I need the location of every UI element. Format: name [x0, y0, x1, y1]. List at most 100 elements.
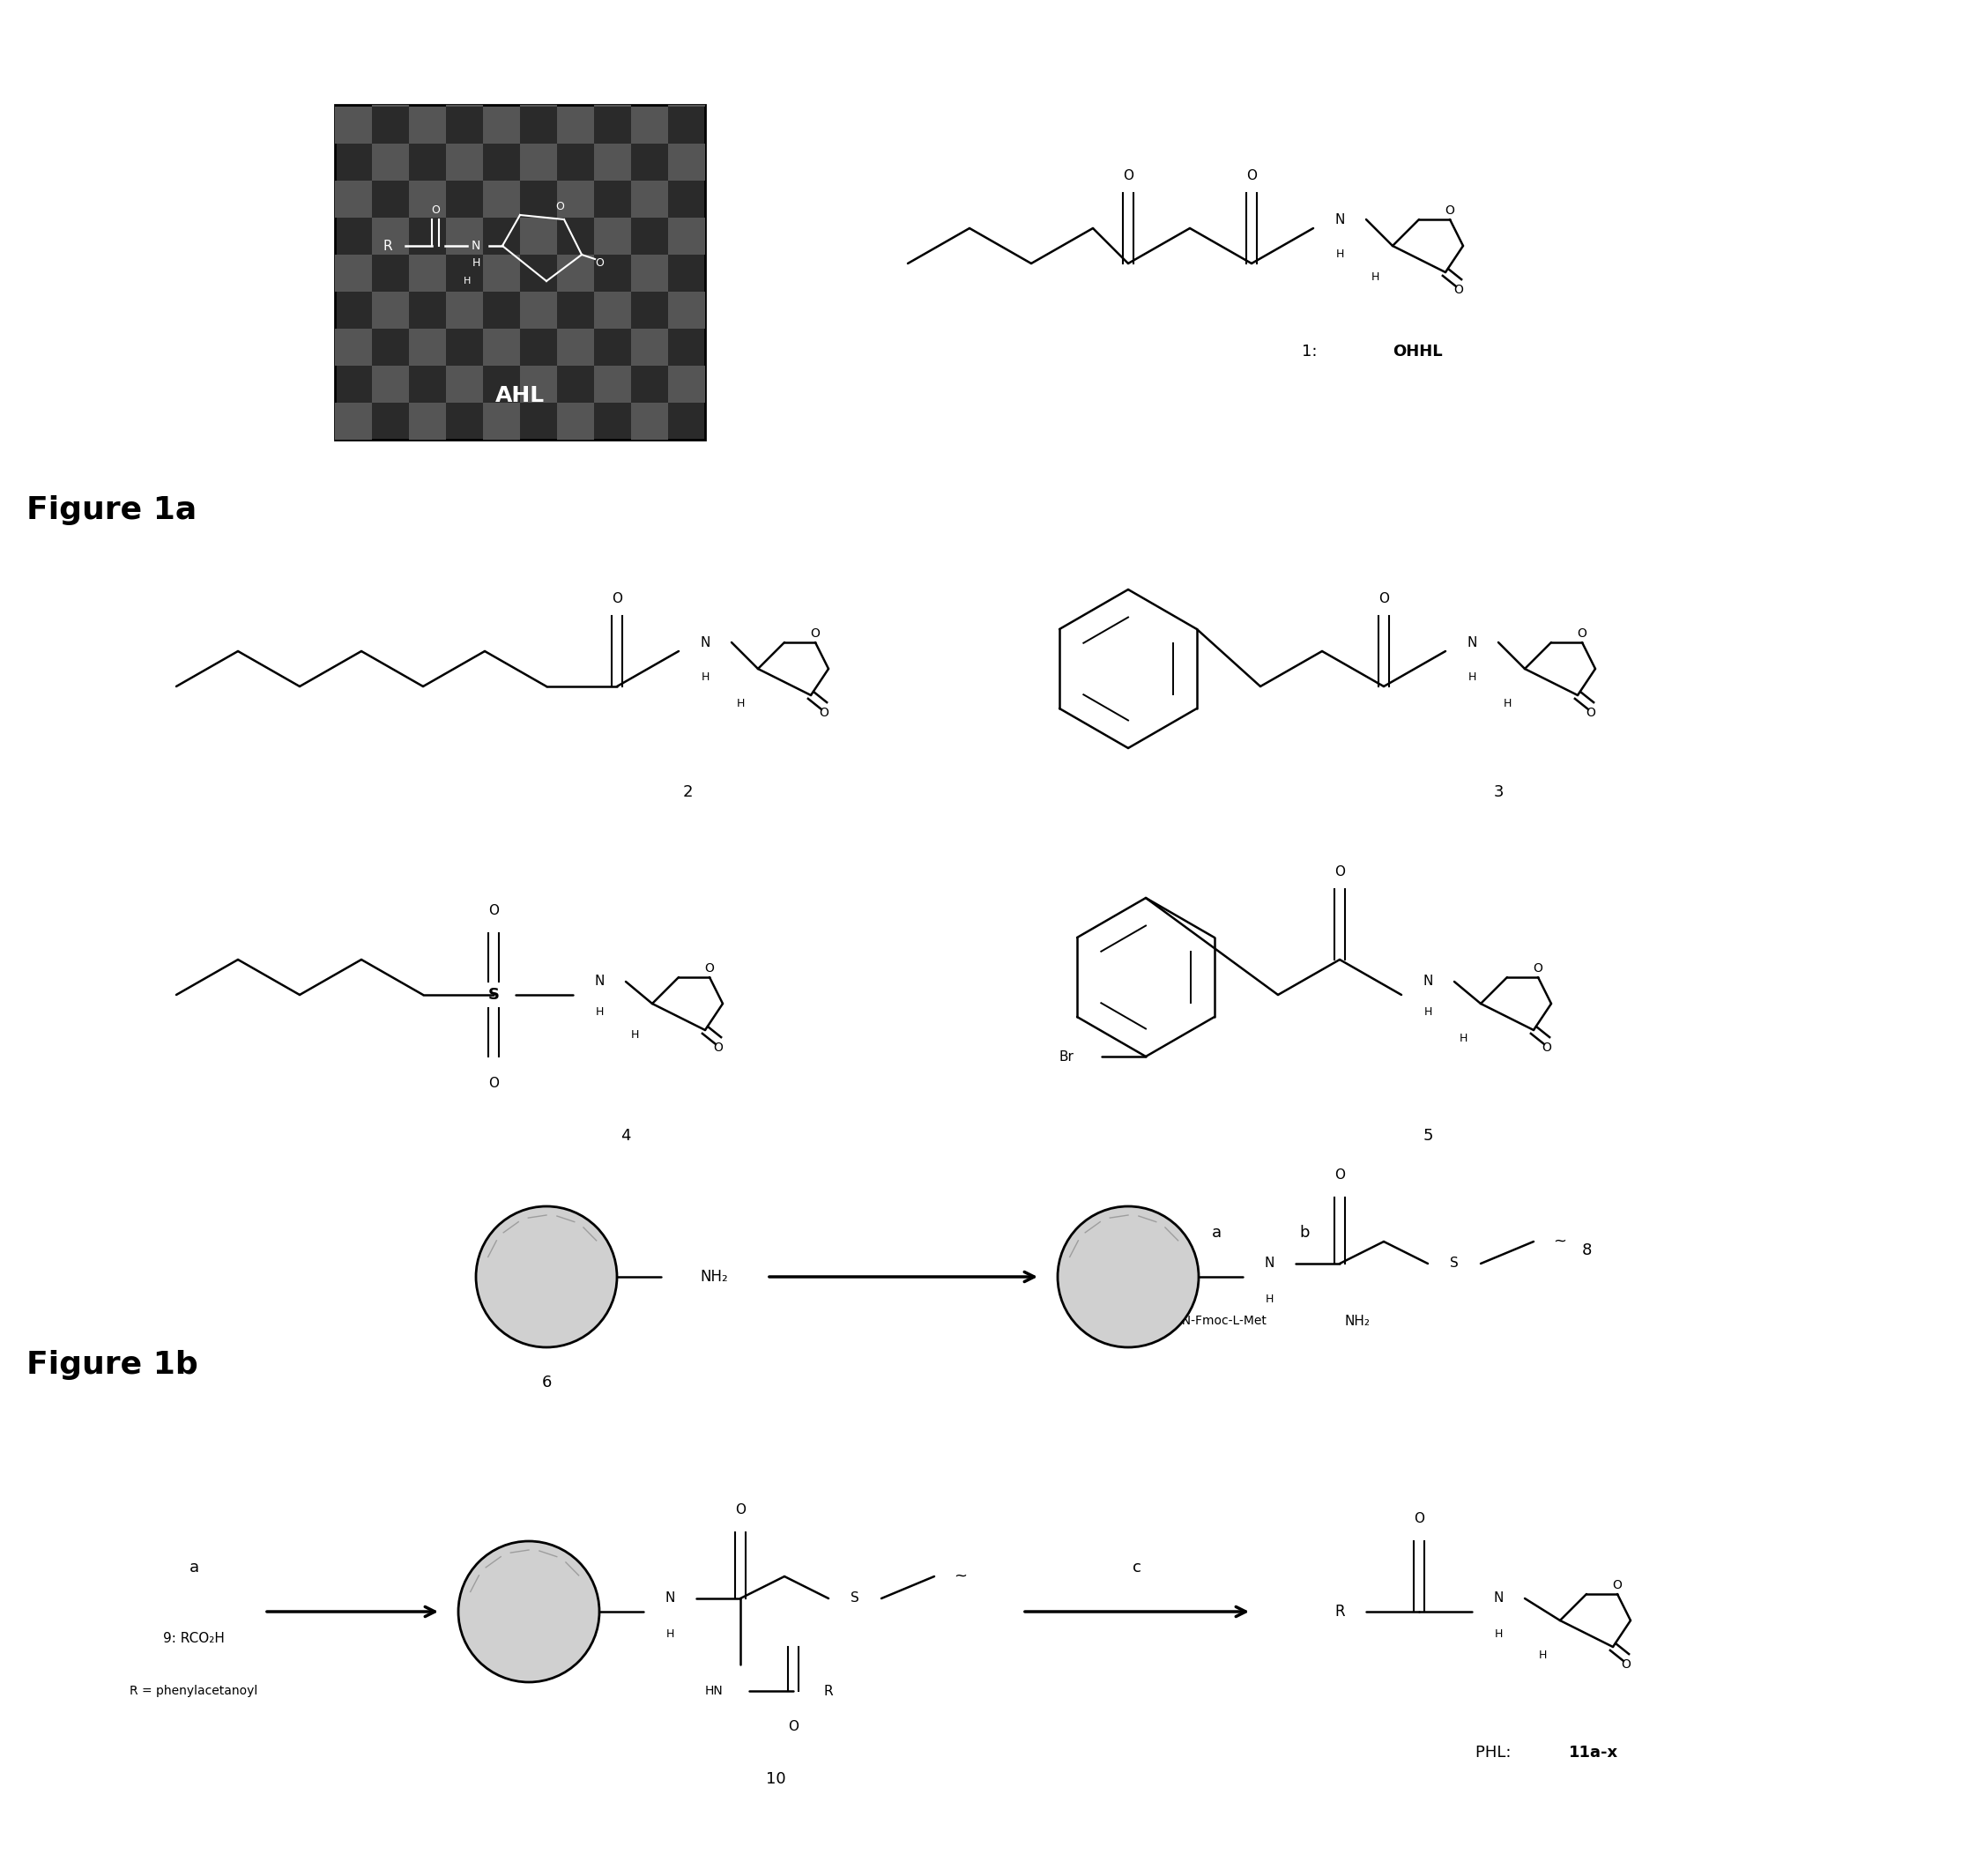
Text: a: a: [189, 1559, 199, 1576]
Text: OHHL: OHHL: [1392, 343, 1443, 360]
Bar: [595, 366, 632, 403]
Text: O: O: [488, 904, 498, 917]
Text: H: H: [473, 257, 480, 268]
Text: O: O: [595, 257, 604, 268]
Bar: [410, 180, 445, 218]
Text: S: S: [851, 1593, 858, 1606]
Bar: [632, 403, 667, 439]
Text: HN: HN: [705, 1685, 723, 1698]
Bar: [482, 107, 520, 144]
Text: O: O: [811, 627, 819, 640]
Text: N: N: [1335, 212, 1345, 225]
Text: O: O: [1534, 962, 1544, 974]
Text: a: a: [1211, 1225, 1221, 1240]
Bar: [335, 107, 372, 144]
Text: NH₂: NH₂: [699, 1268, 729, 1285]
Text: H: H: [1494, 1628, 1502, 1640]
Bar: [520, 144, 557, 180]
Text: O: O: [1613, 1580, 1622, 1591]
Text: H: H: [666, 1628, 673, 1640]
Text: H: H: [1424, 1007, 1431, 1019]
Bar: [445, 291, 482, 328]
Bar: [595, 218, 632, 255]
Bar: [445, 366, 482, 403]
Text: 9: RCO₂H: 9: RCO₂H: [163, 1632, 224, 1645]
Text: N: N: [1424, 976, 1433, 989]
Text: O: O: [1620, 1658, 1630, 1672]
Text: O: O: [705, 962, 715, 974]
Text: S: S: [488, 987, 500, 1004]
Text: O: O: [1577, 627, 1587, 640]
Bar: [372, 291, 410, 328]
Text: 7: N-Fmoc-L-Met: 7: N-Fmoc-L-Met: [1166, 1315, 1266, 1326]
Text: O: O: [819, 707, 829, 719]
Text: S: S: [1449, 1257, 1459, 1270]
Text: O: O: [612, 591, 622, 604]
Text: O: O: [788, 1720, 799, 1733]
Bar: [557, 403, 595, 439]
Text: 10: 10: [766, 1771, 786, 1788]
Text: N: N: [595, 976, 604, 989]
Bar: [335, 255, 372, 291]
Bar: [410, 403, 445, 439]
Bar: [595, 144, 632, 180]
Text: 2: 2: [683, 784, 693, 799]
Bar: [482, 255, 520, 291]
Text: H: H: [1502, 698, 1512, 709]
Text: O: O: [1122, 169, 1134, 182]
Text: O: O: [1414, 1512, 1424, 1525]
Text: H: H: [630, 1028, 638, 1039]
Bar: [557, 107, 595, 144]
Text: H: H: [1370, 270, 1378, 283]
Text: O: O: [1453, 283, 1463, 296]
Bar: [632, 180, 667, 218]
Bar: [445, 144, 482, 180]
Text: 8: 8: [1581, 1242, 1591, 1259]
Text: c: c: [1132, 1559, 1142, 1576]
Text: H: H: [1335, 250, 1343, 261]
Text: O: O: [1335, 865, 1345, 878]
Bar: [632, 255, 667, 291]
Text: PHL:: PHL:: [1475, 1745, 1516, 1760]
Text: H: H: [1264, 1293, 1274, 1304]
Text: N: N: [666, 1593, 675, 1606]
Bar: [335, 105, 705, 439]
Text: H: H: [463, 276, 471, 285]
Text: 3: 3: [1493, 784, 1504, 799]
Bar: [667, 218, 705, 255]
Bar: [372, 218, 410, 255]
Circle shape: [459, 1542, 599, 1683]
Text: R: R: [823, 1685, 833, 1698]
Bar: [410, 255, 445, 291]
Text: O: O: [555, 201, 563, 212]
Bar: [445, 218, 482, 255]
Text: NH₂: NH₂: [1345, 1315, 1370, 1328]
Bar: [557, 180, 595, 218]
Bar: [557, 255, 595, 291]
Bar: [667, 291, 705, 328]
Text: H: H: [736, 698, 744, 709]
Bar: [667, 144, 705, 180]
Text: H: H: [1467, 672, 1477, 683]
Text: Figure 1b: Figure 1b: [26, 1351, 199, 1381]
Text: ~: ~: [955, 1568, 967, 1585]
Text: O: O: [734, 1505, 746, 1518]
Text: 11a-x: 11a-x: [1569, 1745, 1619, 1760]
Bar: [410, 328, 445, 366]
Text: O: O: [1542, 1041, 1552, 1054]
Text: 5: 5: [1424, 1127, 1433, 1144]
Text: O: O: [1445, 204, 1455, 218]
Text: O: O: [1335, 1169, 1345, 1182]
Bar: [335, 328, 372, 366]
Text: 1:: 1:: [1302, 343, 1321, 360]
Text: O: O: [431, 204, 439, 216]
Text: H: H: [1538, 1651, 1546, 1662]
Circle shape: [476, 1206, 616, 1347]
Bar: [667, 366, 705, 403]
Text: AHL: AHL: [496, 385, 545, 407]
Bar: [372, 144, 410, 180]
Text: N: N: [1493, 1593, 1504, 1606]
Bar: [372, 366, 410, 403]
Text: H: H: [595, 1007, 603, 1019]
Bar: [520, 291, 557, 328]
